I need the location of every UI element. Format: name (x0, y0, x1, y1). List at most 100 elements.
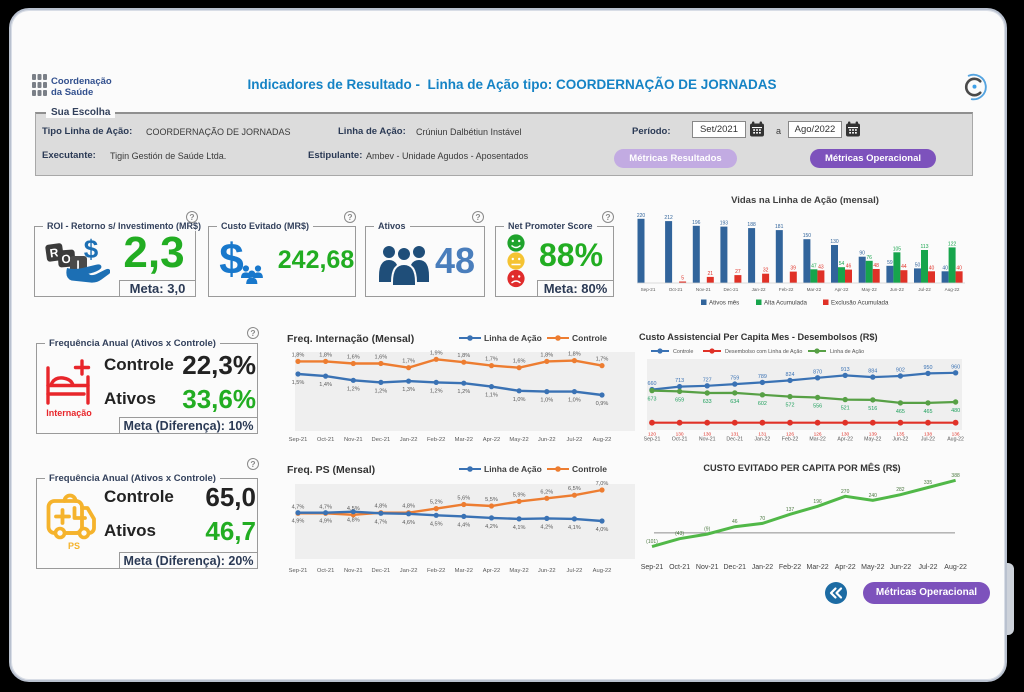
svg-text:4,7%: 4,7% (319, 504, 332, 510)
svg-text:5,2%: 5,2% (430, 500, 443, 506)
svg-text:54: 54 (839, 261, 845, 267)
svg-text:76: 76 (866, 255, 872, 261)
svg-text:Apr-22: Apr-22 (483, 568, 500, 574)
svg-text:Jun-22: Jun-22 (892, 437, 908, 443)
svg-text:1,3%: 1,3% (402, 387, 415, 393)
svg-text:1,0%: 1,0% (513, 397, 526, 403)
svg-text:Aug-22: Aug-22 (593, 568, 612, 574)
svg-text:196: 196 (813, 499, 822, 505)
svg-text:884: 884 (868, 369, 877, 375)
svg-text:Mar-22: Mar-22 (455, 437, 473, 443)
svg-text:Oct-21: Oct-21 (669, 564, 690, 571)
svg-text:Aug-22: Aug-22 (945, 287, 960, 292)
svg-text:6,5%: 6,5% (568, 486, 581, 492)
svg-text:Nov-21: Nov-21 (699, 437, 716, 443)
svg-text:Dec-21: Dec-21 (372, 568, 391, 574)
svg-text:Nov-21: Nov-21 (344, 568, 363, 574)
svg-text:4,8%: 4,8% (402, 504, 415, 510)
svg-text:Jul-22: Jul-22 (567, 568, 583, 574)
svg-text:713: 713 (675, 378, 684, 384)
svg-text:138: 138 (924, 432, 932, 438)
svg-text:Mar-22: Mar-22 (455, 568, 473, 574)
svg-text:126: 126 (814, 432, 822, 438)
svg-text:Jul-22: Jul-22 (918, 287, 931, 292)
svg-text:960: 960 (951, 364, 960, 370)
svg-text:Jan-22: Jan-22 (752, 564, 774, 571)
svg-text:Vidas na Linha de Ação (mensal: Vidas na Linha de Ação (mensal) (731, 195, 879, 206)
svg-text:Linha de Ação: Linha de Ação (484, 333, 542, 343)
svg-text:Nov-21: Nov-21 (696, 287, 711, 292)
svg-text:1,2%: 1,2% (347, 386, 360, 392)
svg-text:50: 50 (915, 262, 921, 268)
svg-text:556: 556 (813, 404, 822, 410)
svg-text:Mar-22: Mar-22 (809, 437, 826, 443)
svg-text:Mar-22: Mar-22 (807, 564, 829, 571)
svg-text:388: 388 (951, 473, 960, 479)
svg-text:Oct-21: Oct-21 (317, 568, 334, 574)
svg-text:5,6%: 5,6% (457, 496, 470, 502)
svg-text:122: 122 (948, 241, 957, 247)
svg-text:46: 46 (732, 519, 738, 525)
svg-text:1,6%: 1,6% (513, 359, 526, 365)
svg-text:759: 759 (730, 376, 739, 382)
svg-text:113: 113 (921, 244, 929, 250)
svg-text:135: 135 (896, 432, 904, 438)
svg-text:Feb-22: Feb-22 (779, 287, 794, 292)
svg-text:$: $ (84, 236, 99, 264)
svg-text:789: 789 (758, 374, 767, 380)
svg-text:105: 105 (893, 246, 902, 252)
svg-text:4,1%: 4,1% (568, 525, 581, 531)
svg-text:130: 130 (830, 239, 839, 245)
svg-text:1,5%: 1,5% (292, 380, 305, 386)
svg-text:Jan-22: Jan-22 (400, 437, 418, 443)
svg-text:240: 240 (869, 493, 878, 499)
svg-text:193: 193 (720, 221, 729, 227)
svg-text:572: 572 (786, 403, 795, 409)
svg-text:Jun-22: Jun-22 (890, 287, 904, 292)
svg-text:137: 137 (786, 507, 795, 513)
svg-text:913: 913 (841, 367, 850, 373)
svg-text:59: 59 (887, 260, 893, 266)
svg-text:Jul-22: Jul-22 (921, 437, 935, 443)
svg-text:Controle: Controle (572, 464, 607, 474)
svg-text:Dec-21: Dec-21 (724, 564, 747, 571)
svg-text:O: O (61, 252, 71, 267)
svg-text:1,8%: 1,8% (540, 352, 553, 358)
svg-text:(101): (101) (646, 539, 658, 545)
svg-text:Dec-21: Dec-21 (372, 437, 391, 443)
svg-text:6,2%: 6,2% (540, 489, 553, 495)
svg-text:634: 634 (730, 399, 739, 405)
svg-text:1,0%: 1,0% (540, 398, 553, 404)
svg-text:40: 40 (942, 265, 948, 271)
svg-text:Oct-21: Oct-21 (672, 437, 688, 443)
svg-text:Apr-22: Apr-22 (483, 437, 500, 443)
svg-text:Dec-21: Dec-21 (723, 287, 738, 292)
svg-text:Nov-21: Nov-21 (696, 564, 719, 571)
svg-text:27: 27 (735, 269, 741, 275)
svg-text:136: 136 (952, 432, 960, 438)
svg-text:824: 824 (786, 372, 795, 378)
svg-text:1,0%: 1,0% (568, 398, 581, 404)
svg-text:4,8%: 4,8% (347, 518, 360, 524)
svg-text:Mar-22: Mar-22 (807, 287, 822, 292)
svg-text:Feb-22: Feb-22 (779, 564, 801, 571)
svg-text:Dec-21: Dec-21 (726, 437, 743, 443)
svg-text:1,8%: 1,8% (568, 352, 581, 358)
svg-text:Freq. Internação (Mensal): Freq. Internação (Mensal) (287, 333, 414, 345)
svg-text:Oct-21: Oct-21 (669, 287, 683, 292)
svg-text:Aug-22: Aug-22 (944, 564, 967, 571)
svg-text:1,8%: 1,8% (457, 353, 470, 359)
svg-text:21: 21 (708, 271, 714, 277)
svg-text:0,9%: 0,9% (596, 401, 609, 407)
svg-text:Feb-22: Feb-22 (782, 437, 799, 443)
svg-text:902: 902 (896, 368, 905, 374)
svg-text:131: 131 (758, 432, 766, 438)
svg-text:Sep-21: Sep-21 (641, 287, 656, 292)
svg-text:465: 465 (924, 409, 933, 415)
svg-text:1,7%: 1,7% (485, 357, 498, 363)
svg-text:40: 40 (929, 265, 935, 271)
svg-text:480: 480 (951, 408, 960, 414)
svg-text:46: 46 (846, 264, 852, 270)
svg-text:May-22: May-22 (861, 564, 884, 571)
svg-text:Jun-22: Jun-22 (538, 568, 556, 574)
